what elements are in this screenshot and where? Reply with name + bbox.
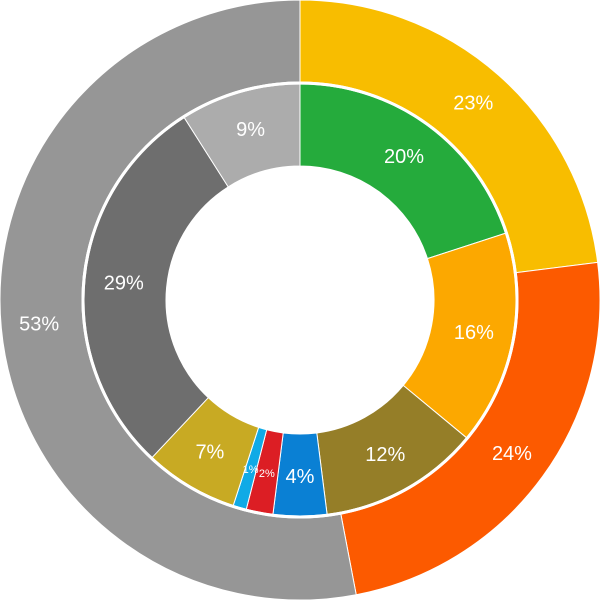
inner-slice-6-label: 1% [243, 464, 259, 476]
inner-slice-5-label: 2% [259, 468, 275, 480]
outer-slice-3-label: 53% [19, 314, 59, 336]
ring-separator [81, 81, 519, 519]
data-labels: 23% 24% 53% 20% 16% 12% 4% 2%1% 7% 29% 9% [19, 92, 532, 488]
outer-slice-2-label: 24% [492, 443, 532, 465]
inner-slice-7-label: 7% [195, 441, 224, 463]
outer-slice-1-label: 23% [453, 92, 493, 114]
inner-slice-8-label: 29% [104, 272, 144, 294]
inner-slice-9-label: 9% [236, 119, 265, 141]
inner-slice-4-label: 4% [286, 466, 315, 488]
inner-slice-1-label: 20% [384, 146, 424, 168]
inner-ring [81, 81, 519, 519]
inner-slice-3-label: 12% [365, 444, 405, 466]
inner-slice-2-label: 16% [454, 322, 494, 344]
